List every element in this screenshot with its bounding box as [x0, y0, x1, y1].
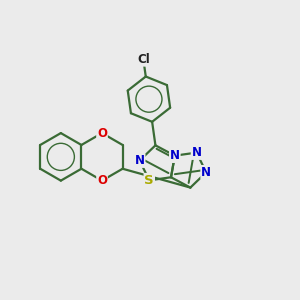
Text: N: N — [191, 146, 202, 159]
Text: N: N — [135, 154, 145, 167]
Text: O: O — [97, 127, 107, 140]
Text: Cl: Cl — [137, 53, 150, 66]
Text: N: N — [170, 149, 180, 162]
Text: O: O — [97, 174, 107, 187]
Text: S: S — [145, 174, 154, 187]
Text: N: N — [201, 166, 211, 179]
